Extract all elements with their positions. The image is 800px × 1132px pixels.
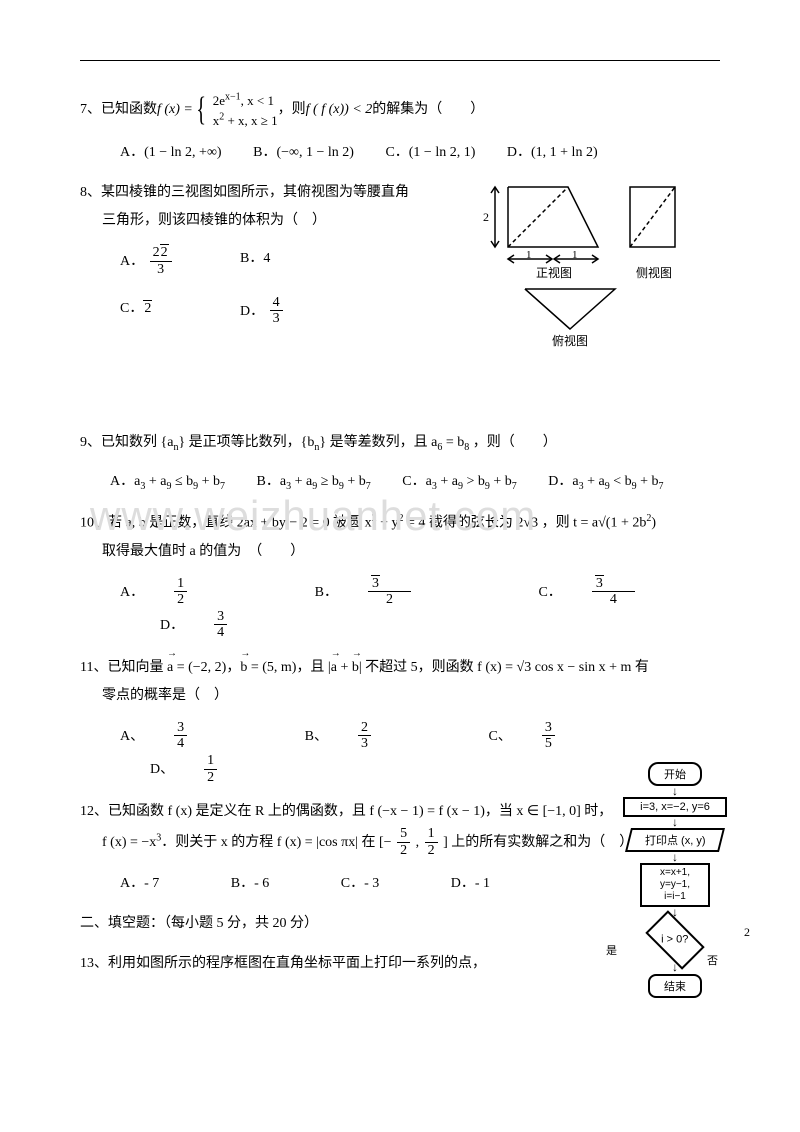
svg-text:侧视图: 侧视图 — [636, 265, 672, 280]
q11-optD: D、12 — [150, 762, 273, 777]
q7-tail: 的解集为（ ） — [372, 96, 484, 124]
fc-no: 否 — [707, 952, 718, 968]
q12-optB: B．- 6 — [231, 876, 270, 891]
svg-text:1: 1 — [572, 249, 578, 261]
q8-optB: B．4 — [240, 245, 360, 278]
q8-line2: 三角形，则该四棱锥的体积为（ ） — [102, 207, 480, 235]
q12-optA: A．- 7 — [120, 876, 159, 891]
arrow-icon: ↓ — [610, 788, 740, 795]
fc-end: 结束 — [648, 974, 702, 998]
q11-optA: A、34 — [120, 729, 243, 744]
q10-optC: C．34 — [538, 585, 690, 600]
q8-line1: 8、某四棱锥的三视图如图所示，其俯视图为等腰直角 — [80, 179, 480, 207]
question-7: 7、已知函数 f (x) = { 2ex−1, x < 1 x2 + x, x … — [80, 91, 720, 167]
q11-optC: C、35 — [488, 729, 610, 744]
question-9: 9、已知数列 {an} 是正项等比数列，{bn} 是等差数列，且 a6 = b8… — [80, 429, 720, 497]
top-rule — [80, 60, 720, 61]
q10-optD: D．34 — [160, 618, 283, 633]
q8-optD: D． 43 — [240, 295, 360, 328]
q7-cond: f ( f (x)) < 2 — [306, 96, 373, 124]
fc-init: i=3, x=−2, y=6 — [623, 797, 727, 817]
q7-case2: x2 + x, x ≥ 1 — [213, 113, 278, 128]
q10-line1: 10、若 a, b 是正数，直线 2ax + by − 2 = 0 被圆 x2 … — [80, 509, 720, 538]
q7-mid: ，则 — [278, 96, 306, 124]
q11-optB: B、23 — [305, 729, 427, 744]
q11-stem: 11、已知向量 a = (−2, 2)，b = (5, m)，且 |a + b|… — [80, 654, 720, 682]
q12-optC: C．- 3 — [341, 876, 380, 891]
q11-line2: 零点的概率是（ ） — [102, 682, 720, 710]
q7-options: A．(1 − ln 2, +∞) B．(−∞, 1 − ln 2) C．(1 −… — [120, 139, 720, 167]
q10-optA: A．12 — [120, 585, 243, 600]
q10-optB: B．32 — [315, 585, 467, 600]
q9-optB: B．a3 + a9 ≥ b9 + b7 — [257, 474, 371, 489]
q9-options: A．a3 + a9 ≤ b9 + b7 B．a3 + a9 ≥ b9 + b7 … — [110, 468, 720, 497]
fc-cond: i > 0? — [645, 911, 704, 970]
page-number: 2 — [744, 925, 750, 940]
arrow-icon: ↓ — [610, 819, 740, 826]
fc-print: 打印点 (x, y) — [625, 828, 725, 852]
question-10: 10、若 a, b 是正数，直线 2ax + by − 2 = 0 被圆 x2 … — [80, 509, 720, 642]
svg-text:1: 1 — [526, 249, 532, 261]
arrow-icon: ↓ — [610, 909, 740, 916]
q8-optA: A． 223 — [120, 245, 240, 278]
flowchart: 开始 ↓ i=3, x=−2, y=6 ↓ 打印点 (x, y) ↓ x=x+1… — [610, 760, 740, 1000]
q12-optD: D．- 1 — [451, 876, 490, 891]
q8-optC: C．2 — [120, 295, 240, 328]
fc-yes: 是 — [606, 942, 617, 958]
q7-fx: f (x) = — [157, 96, 193, 124]
arrow-icon: ↓ — [610, 964, 740, 971]
q7-optA: A．(1 − ln 2, +∞) — [120, 145, 222, 160]
q7-optC: C．(1 − ln 2, 1) — [385, 145, 475, 160]
q7-optB: B．(−∞, 1 − ln 2) — [253, 145, 354, 160]
q7-case1: 2ex−1, x < 1 — [213, 93, 274, 108]
q7-prefix: 7、已知函数 — [80, 96, 157, 124]
arrow-icon: ↓ — [610, 854, 740, 861]
q9-optA: A．a3 + a9 ≤ b9 + b7 — [110, 474, 225, 489]
question-8: 8、某四棱锥的三视图如图所示，其俯视图为等腰直角 三角形，则该四棱锥的体积为（ … — [80, 179, 720, 349]
svg-text:俯视图: 俯视图 — [552, 333, 588, 348]
q9-optC: C．a3 + a9 > b9 + b7 — [402, 474, 516, 489]
q7-piecewise: { 2ex−1, x < 1 x2 + x, x ≥ 1 — [193, 91, 278, 129]
q7-optD: D．(1, 1 + ln 2) — [507, 145, 598, 160]
q9-stem: 9、已知数列 {an} 是正项等比数列，{bn} 是等差数列，且 a6 = b8… — [80, 429, 720, 458]
q8-diagram: 2 1 1 正视图 侧视图 俯视图 — [480, 179, 720, 349]
q9-optD: D．a3 + a9 < b9 + b7 — [548, 474, 663, 489]
q10-options: A．12 B．32 C．34 D．34 — [120, 576, 720, 642]
q10-line2: 取得最大值时 a 的值为 （ ） — [102, 538, 720, 566]
fc-start: 开始 — [648, 762, 702, 786]
svg-text:2: 2 — [483, 210, 489, 224]
fc-update: x=x+1, y=y−1, i=i−1 — [640, 863, 710, 907]
svg-text:正视图: 正视图 — [536, 265, 572, 280]
